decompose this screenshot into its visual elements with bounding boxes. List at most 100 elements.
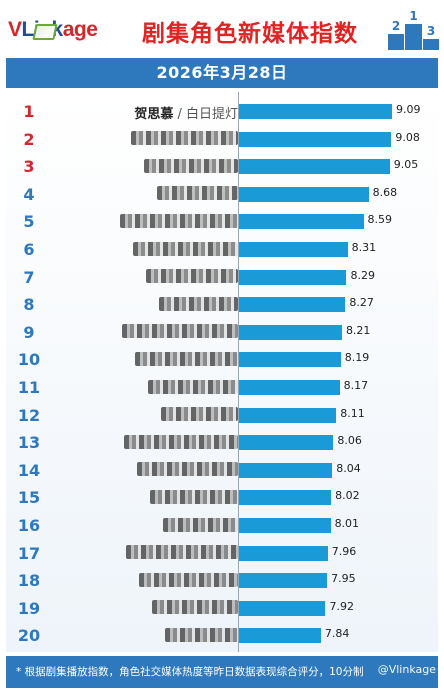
redacted-name	[135, 351, 238, 366]
ranking-row: 7 8.29	[6, 264, 438, 290]
character-name	[126, 545, 238, 560]
character-name	[122, 324, 238, 339]
character-name	[131, 131, 238, 146]
ranking-row: 6 8.31	[6, 236, 438, 262]
ranking-row: 19 7.92	[6, 595, 438, 621]
character-name	[159, 296, 238, 311]
redacted-name	[120, 213, 238, 228]
redacted-name	[133, 241, 238, 256]
rank-number: 6	[23, 240, 35, 259]
rank-number: 19	[17, 598, 41, 618]
ranking-row: 12 8.11	[6, 402, 438, 428]
ranking-row: 1 贺思慕 / 白日提灯 9.09	[6, 98, 438, 124]
redacted-name	[150, 489, 238, 504]
podium-label-1: 1	[409, 9, 418, 23]
rank-number: 14	[17, 460, 41, 480]
drama-title: 白日提灯	[185, 107, 238, 122]
rank-number: 11	[17, 378, 41, 397]
index-value: 8.19	[344, 351, 370, 365]
index-bar	[239, 269, 347, 285]
index-bar	[239, 186, 369, 202]
ranking-row: 9 8.21	[6, 319, 438, 345]
index-value: 8.68	[372, 185, 398, 199]
ranking-row: 2 9.08	[6, 126, 438, 152]
index-value: 8.06	[337, 434, 362, 448]
redacted-name	[144, 158, 238, 173]
index-value: 7.96	[331, 544, 357, 558]
character-name	[161, 407, 238, 422]
rank-number: 7	[23, 267, 35, 287]
index-value: 8.11	[340, 406, 365, 420]
index-bar	[239, 518, 331, 533]
rank-number: 9	[23, 322, 35, 342]
footnote: * 根据剧集播放指数，角色社交媒体热度等昨日数据表现综合评分，10分制	[6, 656, 438, 688]
index-bar	[239, 324, 342, 340]
index-bar	[239, 214, 364, 230]
redacted-name	[124, 434, 238, 449]
character-name	[139, 572, 238, 587]
index-value: 8.04	[336, 461, 361, 475]
date-banner: 2026年3月28日	[6, 58, 438, 88]
index-value: 9.08	[395, 130, 420, 144]
index-value: 8.02	[335, 489, 360, 503]
rank-number: 10	[17, 350, 41, 370]
character-name	[163, 517, 238, 532]
rank-number: 17	[17, 543, 41, 563]
rank-number: 8	[23, 295, 35, 315]
character-name	[148, 379, 238, 394]
redacted-name	[163, 517, 238, 532]
rank-number: 5	[23, 212, 35, 232]
redacted-name	[157, 186, 238, 201]
podium-icon: 2 1 3	[388, 6, 440, 50]
index-value: 8.21	[345, 323, 371, 337]
ranking-row: 16 8.01	[6, 512, 438, 538]
ranking-row: 8 8.27	[6, 291, 438, 317]
ranking-row: 5 8.59	[6, 208, 438, 234]
index-bar	[239, 159, 390, 175]
character-name	[124, 434, 238, 449]
header: VLinkage 剧集角色新媒体指数 2 1 3	[0, 0, 444, 58]
podium-label-3: 3	[426, 24, 436, 38]
redacted-name	[152, 600, 238, 615]
redacted-name	[137, 462, 238, 477]
index-value: 7.84	[324, 627, 350, 641]
index-bar	[239, 352, 341, 368]
index-value: 7.95	[331, 572, 356, 586]
rank-number: 12	[17, 405, 41, 425]
redacted-name	[161, 407, 238, 422]
index-bar	[239, 600, 326, 616]
redacted-name	[131, 131, 238, 146]
podium-label-2: 2	[391, 19, 401, 33]
rank-number: 16	[17, 516, 41, 535]
character-name	[146, 269, 238, 284]
index-value: 8.31	[351, 241, 377, 254]
index-bar	[239, 545, 328, 561]
character-name	[137, 462, 238, 477]
index-bar	[239, 573, 328, 589]
character-name	[157, 186, 238, 201]
index-value: 7.92	[329, 599, 354, 613]
rank-number: 15	[17, 488, 41, 508]
ranking-chart: 1 贺思慕 / 白日提灯 9.09 2 9.08 3 9.05 4 8.68 5 8.59 6 8.31…	[6, 92, 438, 652]
bar-axis	[238, 92, 239, 652]
watermark: @Vlinkage	[377, 663, 436, 676]
index-bar	[239, 407, 337, 423]
index-value: 8.01	[334, 517, 360, 530]
redacted-name	[165, 627, 238, 642]
index-value: 8.29	[350, 268, 375, 282]
ranking-row: 3 9.05	[6, 153, 438, 179]
index-value: 8.17	[343, 379, 369, 392]
ranking-row: 13 8.06	[6, 429, 438, 455]
character-actor: 贺思慕	[134, 107, 174, 122]
index-bar	[239, 131, 392, 147]
flag-icon	[32, 24, 58, 40]
index-value: 9.05	[393, 158, 419, 172]
character-name	[150, 489, 238, 504]
redacted-name	[146, 269, 238, 284]
index-bar	[239, 104, 392, 119]
rank-number: 1	[23, 102, 35, 121]
index-bar	[239, 297, 346, 313]
character-name: 贺思慕 / 白日提灯	[134, 107, 238, 122]
character-name	[152, 600, 238, 615]
character-name	[144, 158, 238, 173]
